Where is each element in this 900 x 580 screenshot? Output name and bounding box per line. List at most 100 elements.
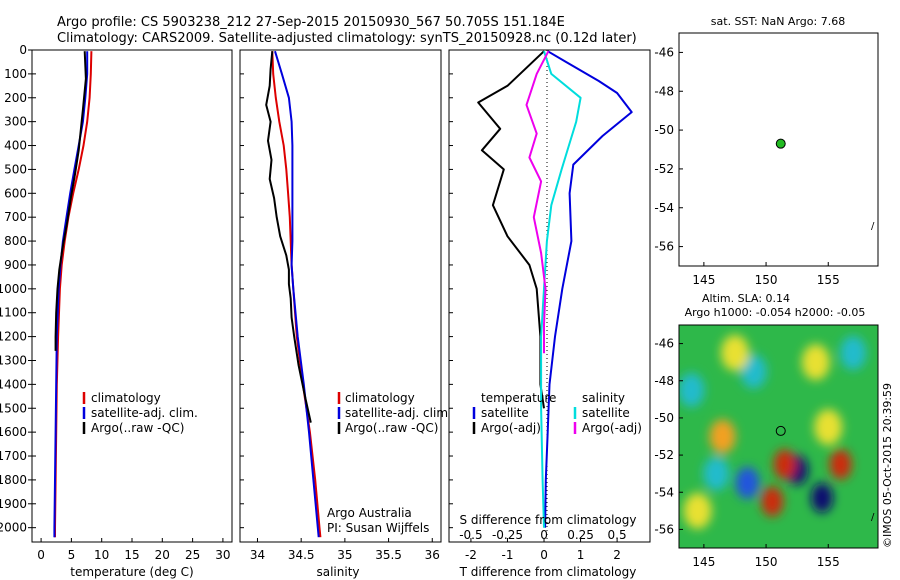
legend-argo-label: Argo(..raw -QC) — [345, 421, 438, 435]
sst-map-title: sat. SST: NaN Argo: 7.68 — [711, 15, 845, 28]
sla-anomaly-blob — [720, 334, 749, 371]
temperature-plot-frame — [31, 49, 233, 543]
sla-anomaly-blob — [840, 335, 867, 370]
series-line-t-satellite — [544, 50, 633, 528]
depth-tick-label: 0 — [19, 43, 27, 57]
s-difference-tick-label: -0.5 — [459, 528, 482, 542]
credit-stamp: ©IMOS 05-Oct-2015 20:39:59 — [881, 383, 894, 548]
t-difference-axis-label: T difference from climatology — [459, 565, 637, 579]
lat-tick-label: -46 — [654, 45, 674, 59]
x-tick-label: 34 — [250, 548, 265, 562]
legend-temperature-title: temperature — [481, 391, 556, 405]
difference-panel: -2 -1 0 1 2 -0.5 -0.25 0 0.25 0.5 temperature sat… — [448, 49, 651, 579]
x-tick-label: 36 — [425, 548, 440, 562]
legend-s-argo-label: Argo(-adj) — [582, 421, 642, 435]
temperature-x-axis-label: temperature (deg C) — [70, 565, 193, 579]
sla-anomaly-blob — [683, 492, 712, 529]
x-tick-label: 5 — [68, 548, 76, 562]
x-tick-label: 30 — [215, 548, 230, 562]
x-tick-label: 34.5 — [288, 548, 315, 562]
sla-anomaly-blob — [829, 449, 852, 480]
legend-s-satellite-label: satellite — [582, 406, 630, 420]
x-tick-label: 10 — [94, 548, 109, 562]
x-tick-label: 0 — [37, 548, 45, 562]
lat-tick-label: -54 — [654, 201, 674, 215]
salinity-annotation-institution: Argo Australia — [327, 506, 412, 520]
x-tick-label: 35 — [337, 548, 352, 562]
x-tick-label: -2 — [465, 548, 477, 562]
figure-title-line2: Climatology: CARS2009. Satellite-adjuste… — [57, 31, 637, 46]
depth-tick-label: 1600 — [0, 425, 27, 439]
legend-t-argo-label: Argo(-adj) — [481, 421, 541, 435]
lon-tick-label: 155 — [817, 555, 840, 569]
sla-anomaly-blob — [703, 456, 730, 491]
sst-map-frame — [678, 32, 879, 267]
depth-tick-label: 1800 — [0, 473, 27, 487]
temperature-difference-legend: temperature satellite Argo(-adj) — [472, 391, 556, 435]
lat-tick-label: -54 — [654, 485, 674, 499]
figure-title-line1: Argo profile: CS 5903238_212 27-Sep-2015… — [57, 15, 565, 30]
s-difference-tick-label: 0.5 — [608, 528, 627, 542]
lon-tick-label: 145 — [692, 555, 715, 569]
lat-tick-label: -56 — [654, 240, 674, 254]
legend-climatology-label: climatology — [345, 391, 415, 405]
sla-anomaly-blob — [735, 466, 760, 499]
x-tick-label: 15 — [124, 548, 139, 562]
sla-map-panel: Altim. SLA: 0.14 Argo h1000: -0.054 h200… — [654, 292, 879, 569]
series-line-argo-raw-qc- — [54, 51, 87, 351]
salinity-x-axis-label: salinity — [316, 565, 359, 579]
sla-anomaly-blob — [709, 419, 736, 454]
depth-tick-label: 1000 — [0, 282, 27, 296]
series-line-s-satellite — [540, 50, 582, 528]
depth-tick-label: 600 — [4, 186, 27, 200]
sla-anomaly-blob — [814, 409, 843, 446]
lat-tick-label: -56 — [654, 522, 674, 536]
depth-tick-label: 1900 — [0, 497, 27, 511]
series-line-s-argo-adj- — [525, 50, 550, 354]
x-tick-label: 35.5 — [375, 548, 402, 562]
depth-tick-label: 1100 — [0, 306, 27, 320]
sla-anomaly-blob — [773, 449, 796, 480]
s-difference-tick-label: 0 — [540, 528, 548, 542]
argo-location-marker — [775, 138, 786, 149]
legend-t-satellite-label: satellite — [481, 406, 529, 420]
sla-anomaly-blob — [740, 354, 767, 389]
x-tick-label: 25 — [185, 548, 200, 562]
lat-tick-label: -50 — [654, 123, 674, 137]
x-tick-label: 20 — [155, 548, 170, 562]
difference-plot-frame — [448, 49, 651, 543]
lon-tick-label: 145 — [692, 273, 715, 287]
salinity-difference-legend: salinity satellite Argo(-adj) — [573, 391, 642, 435]
legend-salinity-title: salinity — [582, 391, 625, 405]
x-tick-label: -1 — [501, 548, 513, 562]
sla-map-subtitle: Argo h1000: -0.054 h2000: -0.05 — [685, 306, 866, 319]
temperature-panel: 0100200300400500600700800900100011001200… — [0, 43, 233, 579]
depth-tick-label: 700 — [4, 210, 27, 224]
salinity-annotation-pi: PI: Susan Wijffels — [327, 521, 429, 535]
temperature-legend: climatology satellite-adj. clim. Argo(..… — [82, 391, 198, 435]
s-difference-tick-label: -0.25 — [492, 528, 523, 542]
sla-anomaly-blob — [811, 482, 834, 513]
depth-tick-label: 1300 — [0, 353, 27, 367]
depth-tick-label: 200 — [4, 91, 27, 105]
lon-tick-label: 150 — [755, 555, 778, 569]
legend-satellite-label: satellite-adj. clim. — [91, 406, 198, 420]
map-edge-mark: / — [871, 512, 875, 523]
sla-anomaly-blob — [761, 486, 784, 517]
depth-tick-label: 1500 — [0, 401, 27, 415]
lon-tick-label: 150 — [755, 273, 778, 287]
series-line-climatology — [271, 51, 322, 538]
x-tick-label: 2 — [613, 548, 621, 562]
sla-map-title: Altim. SLA: 0.14 — [702, 292, 790, 305]
x-tick-label: 1 — [577, 548, 585, 562]
argo-location-marker — [775, 425, 786, 436]
depth-tick-label: 500 — [4, 162, 27, 176]
s-difference-tick-label: 0.25 — [567, 528, 594, 542]
x-tick-label: 0 — [540, 548, 548, 562]
sla-anomaly-blob — [801, 344, 830, 381]
depth-tick-label: 400 — [4, 139, 27, 153]
sst-map-panel: sat. SST: NaN Argo: 7.68 145 150 155 -46 -48… — [654, 15, 879, 287]
legend-climatology-label: climatology — [91, 391, 161, 405]
salinity-panel: 34 34.5 35 35.5 36 climatology satellite-adj… — [239, 49, 452, 579]
